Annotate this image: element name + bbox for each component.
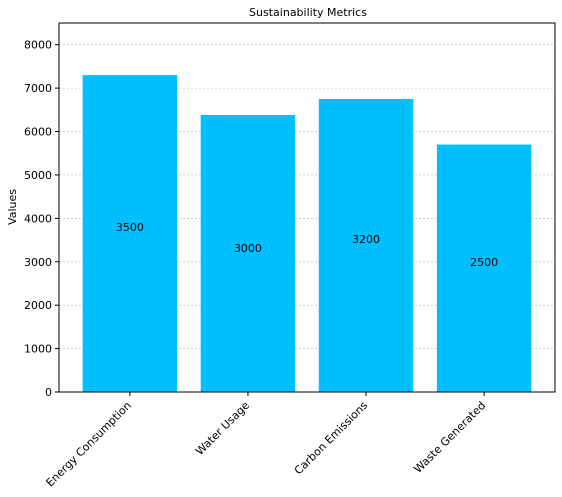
y-tick-label: 6000 xyxy=(24,126,52,139)
y-tick-label: 0 xyxy=(45,386,52,399)
x-tick-label: Water Usage xyxy=(193,399,252,458)
bar-data-label: 3500 xyxy=(116,221,144,234)
y-axis-label: Values xyxy=(6,189,19,225)
bars xyxy=(82,75,532,393)
bar-water-usage xyxy=(200,115,296,392)
bar-carbon-emissions xyxy=(318,98,414,393)
y-axis-ticks: 0 1000 2000 3000 4000 5000 6000 7000 8000 xyxy=(24,39,59,399)
chart-title: Sustainability Metrics xyxy=(249,6,367,19)
bar-data-label: 3200 xyxy=(352,233,380,246)
bar-data-label: 3000 xyxy=(234,242,262,255)
y-tick-label: 2000 xyxy=(24,299,52,312)
y-tick-label: 1000 xyxy=(24,343,52,356)
x-axis-ticks: Energy Consumption Water Usage Carbon Emis… xyxy=(44,392,488,489)
bar-energy-consumption xyxy=(82,75,178,392)
bar-data-labels: 3500 3000 3200 2500 xyxy=(116,221,498,269)
x-tick-label: Energy Consumption xyxy=(44,399,134,489)
y-tick-label: 4000 xyxy=(24,212,52,225)
y-tick-label: 7000 xyxy=(24,82,52,95)
bar-data-label: 2500 xyxy=(470,256,498,269)
bar-waste-generated xyxy=(436,144,532,392)
x-tick-label: Waste Generated xyxy=(411,399,488,476)
plot-frame xyxy=(58,22,556,393)
x-tick-label: Carbon Emissions xyxy=(292,399,371,478)
y-tick-label: 5000 xyxy=(24,169,52,182)
y-tick-label: 8000 xyxy=(24,39,52,52)
y-tick-label: 3000 xyxy=(24,256,52,269)
